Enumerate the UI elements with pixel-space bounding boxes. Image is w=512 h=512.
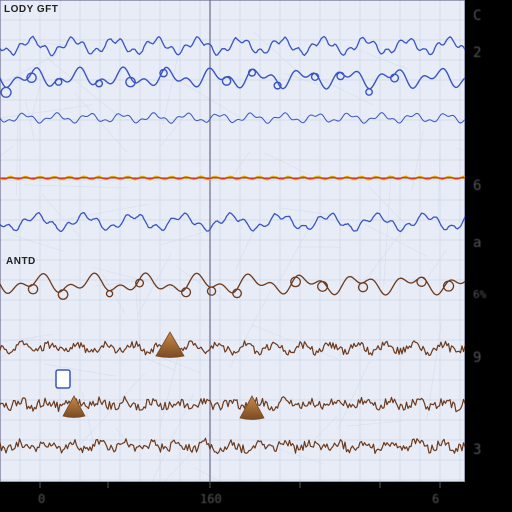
- x-axis-label: 160: [200, 492, 222, 506]
- y-axis-label: 9: [473, 350, 481, 366]
- y-axis-label: C: [473, 8, 481, 24]
- waveform-plot[interactable]: [0, 0, 465, 482]
- top-left-annotation: LODY GFT: [4, 4, 58, 15]
- x-axis-label: 0: [38, 492, 45, 506]
- bottom-axis-panel: 0 160 6: [0, 482, 512, 512]
- y-axis-label: 6: [473, 178, 481, 194]
- right-axis-panel: C 2 6 a 6% 9 3: [465, 0, 512, 512]
- x-axis-label: 6: [432, 492, 439, 506]
- y-axis-label: 2: [473, 45, 481, 61]
- mid-left-annotation: ANTD: [6, 256, 36, 267]
- y-axis-label: 6%: [473, 288, 486, 301]
- y-axis-label: a: [473, 235, 481, 251]
- y-axis-label: 3: [473, 442, 481, 458]
- cursor-marker[interactable]: [56, 370, 70, 388]
